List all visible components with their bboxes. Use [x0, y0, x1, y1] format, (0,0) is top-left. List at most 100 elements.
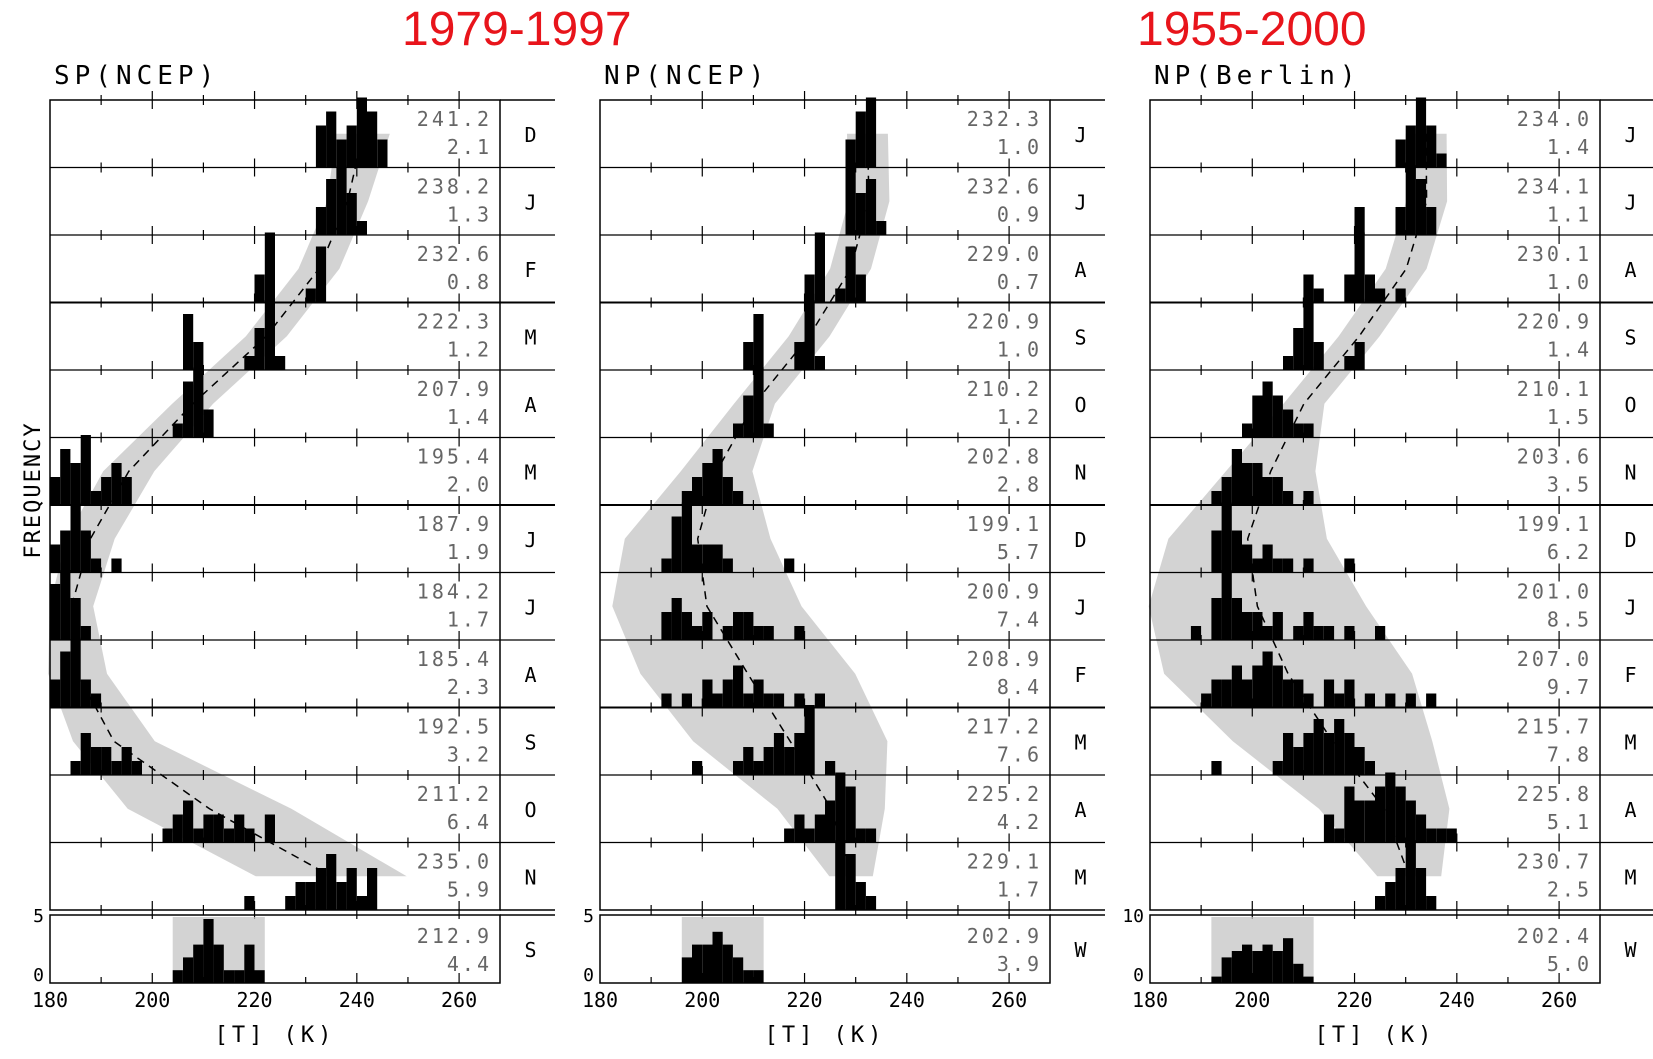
- histogram-bar: [305, 882, 316, 910]
- mean-temperature: 202.9: [967, 924, 1042, 948]
- mean-temperature: 225.8: [1517, 782, 1592, 806]
- x-tick-label: 240: [889, 988, 925, 1012]
- histogram-bar: [1293, 423, 1304, 438]
- histogram-bar: [1252, 395, 1263, 438]
- histogram-bar: [1415, 179, 1427, 235]
- histogram-bar: [1221, 679, 1232, 708]
- histogram-bar: [1252, 951, 1263, 983]
- histogram-bar: [336, 882, 347, 910]
- std-deviation: 1.0: [997, 135, 1042, 159]
- histogram-bar: [234, 970, 245, 983]
- histogram-bar: [855, 274, 866, 303]
- x-tick-label: 260: [1541, 988, 1577, 1012]
- x-tick-label: 220: [786, 988, 822, 1012]
- histogram-bar: [1242, 944, 1253, 983]
- mean-temperature: 207.0: [1517, 647, 1592, 671]
- histogram-bar: [1303, 733, 1314, 775]
- histogram-bar: [356, 896, 367, 910]
- histogram-bar: [855, 193, 866, 235]
- histogram-bar: [1354, 207, 1365, 235]
- histogram-bar: [712, 931, 723, 983]
- histogram-bar: [1303, 558, 1314, 573]
- histogram-bar: [183, 381, 194, 438]
- histogram-bar: [743, 693, 754, 708]
- histogram-bar: [183, 314, 194, 370]
- x-tick-label: 200: [134, 988, 170, 1012]
- histogram-bar: [183, 800, 194, 843]
- histogram-bar: [825, 800, 836, 843]
- histogram-bar: [1283, 938, 1294, 983]
- seasonal-frame: [599, 914, 1051, 984]
- histogram-bar: [845, 165, 856, 235]
- histogram-bar: [1323, 679, 1335, 708]
- y-tick-label: 0: [583, 965, 594, 986]
- mean-temperature: 192.5: [417, 715, 492, 739]
- std-deviation: 0.8: [447, 270, 492, 294]
- std-deviation: 1.1: [1547, 203, 1592, 227]
- histogram-bar: [1252, 665, 1263, 708]
- std-deviation: 1.4: [1547, 135, 1592, 159]
- histogram-bar: [702, 679, 713, 708]
- histogram-bar: [1426, 207, 1437, 235]
- histogram-bar: [1242, 612, 1253, 640]
- season-label: S: [524, 938, 536, 962]
- histogram-bar: [661, 558, 672, 573]
- histogram-bar: [1344, 733, 1355, 775]
- histogram-bar: [1303, 423, 1314, 438]
- std-deviation: 5.1: [1547, 810, 1592, 834]
- histogram-bar: [1262, 651, 1273, 708]
- month-label: S: [524, 731, 536, 755]
- histogram-bar: [763, 747, 774, 775]
- histogram-bar: [1436, 153, 1447, 168]
- std-deviation: 5.7: [997, 540, 1042, 564]
- histogram-bar: [773, 693, 785, 708]
- histogram-bar: [1242, 463, 1253, 505]
- histogram-bar: [804, 828, 815, 843]
- std-deviation: 8.4: [997, 675, 1042, 699]
- month-label: M: [524, 326, 536, 350]
- histogram-bar: [681, 693, 692, 708]
- histogram-bar: [1231, 665, 1242, 708]
- month-label: F: [524, 258, 536, 282]
- histogram-bar: [223, 828, 235, 843]
- histogram-bar: [1283, 356, 1294, 370]
- histogram-bar: [1201, 693, 1212, 708]
- histogram-bar: [794, 626, 805, 640]
- histogram-bar: [1272, 477, 1283, 505]
- panel-0: SP(NCEP) 241.2 2.1 D 238.2 1.3 J 232.6 0.8 F 222.3…: [32, 61, 555, 1048]
- month-label: M: [1074, 866, 1086, 890]
- mean-temperature: 199.1: [1517, 512, 1592, 536]
- histogram-bar: [172, 814, 183, 843]
- histogram-bar: [50, 477, 61, 505]
- histogram-bar: [855, 828, 866, 843]
- mean-temperature: 232.6: [417, 242, 492, 266]
- histogram-bar: [254, 328, 265, 370]
- histogram-bar: [346, 868, 357, 910]
- histogram-bar: [1190, 626, 1202, 640]
- mean-temperature: 195.4: [417, 445, 492, 469]
- histogram-bar: [702, 463, 713, 505]
- mean-temperature: 200.9: [967, 580, 1042, 604]
- histogram-bar: [203, 919, 214, 983]
- month-label: M: [1074, 731, 1086, 755]
- histogram-bar: [1354, 747, 1365, 775]
- month-label: J: [1624, 191, 1636, 215]
- month-label: S: [1074, 326, 1086, 350]
- mean-temperature: 203.6: [1517, 445, 1592, 469]
- x-tick-label: 260: [441, 988, 477, 1012]
- histogram-bar: [1252, 612, 1263, 640]
- month-label: F: [1624, 663, 1636, 687]
- histogram-bar: [172, 970, 183, 983]
- std-deviation: 2.3: [447, 675, 492, 699]
- histogram-bar: [1303, 300, 1314, 370]
- histogram-bar: [814, 356, 825, 370]
- month-label: S: [1624, 326, 1636, 350]
- std-deviation: 1.4: [1547, 338, 1592, 362]
- histogram-bar: [80, 530, 91, 573]
- mean-temperature: 229.0: [967, 242, 1042, 266]
- histogram-bar: [1354, 342, 1365, 370]
- histogram-bar: [1446, 828, 1457, 843]
- histogram-bar: [763, 626, 774, 640]
- histogram-bar: [794, 733, 805, 775]
- histogram-bar: [712, 693, 723, 708]
